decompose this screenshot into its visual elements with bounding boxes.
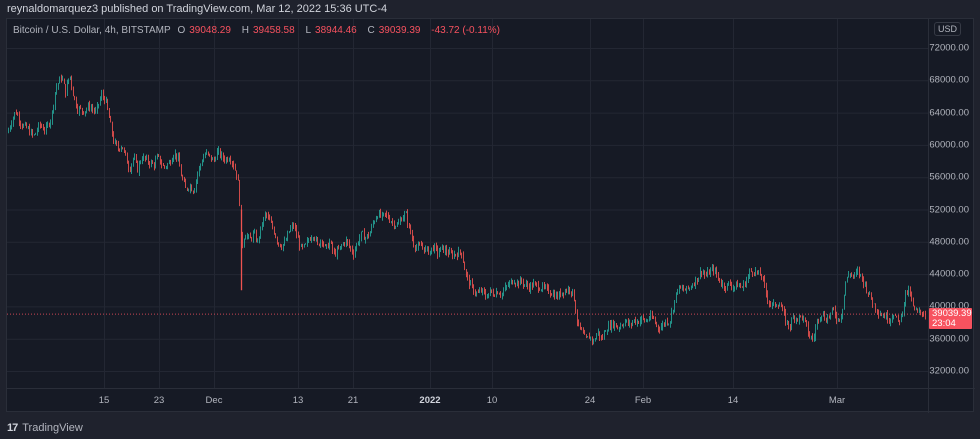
last-price-label: 39039.39 23:04: [929, 308, 972, 330]
time-tick: Dec: [205, 395, 223, 406]
price-tick: 36000.00: [929, 333, 969, 345]
time-tick: 2022: [419, 395, 441, 406]
price-tick: 64000.00: [929, 107, 969, 119]
price-tick: 72000.00: [929, 42, 969, 54]
brand-name: TradingView: [22, 422, 83, 434]
time-tick: 24: [584, 395, 596, 406]
symbol-title: Bitcoin / U.S. Dollar, 4h, BITSTAMP: [13, 25, 171, 36]
ohlc-legend: Bitcoin / U.S. Dollar, 4h, BITSTAMP O 390…: [13, 25, 504, 36]
low-value: L 38944.46: [305, 25, 357, 36]
time-tick: 13: [292, 395, 304, 406]
chart-plot-area[interactable]: Bitcoin / U.S. Dollar, 4h, BITSTAMP O 390…: [7, 19, 928, 388]
price-tick: 60000.00: [929, 139, 969, 151]
bar-countdown: 23:04: [932, 318, 956, 330]
time-tick: 21: [347, 395, 359, 406]
publication-attribution: reynaldomarquez3 published on TradingVie…: [7, 3, 388, 15]
time-tick: Feb: [634, 395, 652, 406]
time-axis[interactable]: 15 23 Dec 13 21 2022 10 24 Feb 14 Mar: [7, 388, 928, 413]
time-tick: 10: [486, 395, 498, 406]
price-axis[interactable]: USD 72000.00 68000.00 64000.00 60000.00 5600…: [928, 19, 975, 388]
open-value: O 39048.29: [177, 25, 231, 36]
price-tick: 68000.00: [929, 74, 969, 86]
time-tick: 15: [98, 395, 110, 406]
currency-badge[interactable]: USD: [934, 22, 962, 36]
price-tick: 44000.00: [929, 268, 969, 280]
time-tick: 14: [727, 395, 739, 406]
time-tick: Mar: [828, 395, 846, 406]
time-tick: 23: [153, 395, 165, 406]
price-tick: 40000.00: [929, 300, 969, 312]
close-value: C 39039.39: [367, 25, 421, 36]
price-tick: 48000.00: [929, 236, 969, 248]
high-value: H 39458.58: [241, 25, 295, 36]
price-tick: 56000.00: [929, 171, 969, 183]
price-tick: 52000.00: [929, 204, 969, 215]
last-price-value: 39039.39: [932, 308, 972, 320]
change-value: -43.72 (-0.11%): [431, 25, 500, 36]
axis-corner: [928, 388, 975, 413]
tradingview-logo-icon: 17: [7, 422, 18, 434]
footer-branding: 17 TradingView: [7, 422, 83, 434]
chart-container: Bitcoin / U.S. Dollar, 4h, BITSTAMP O 390…: [6, 18, 975, 413]
candlestick-chart[interactable]: [7, 19, 928, 388]
price-tick: 32000.00: [929, 365, 969, 377]
